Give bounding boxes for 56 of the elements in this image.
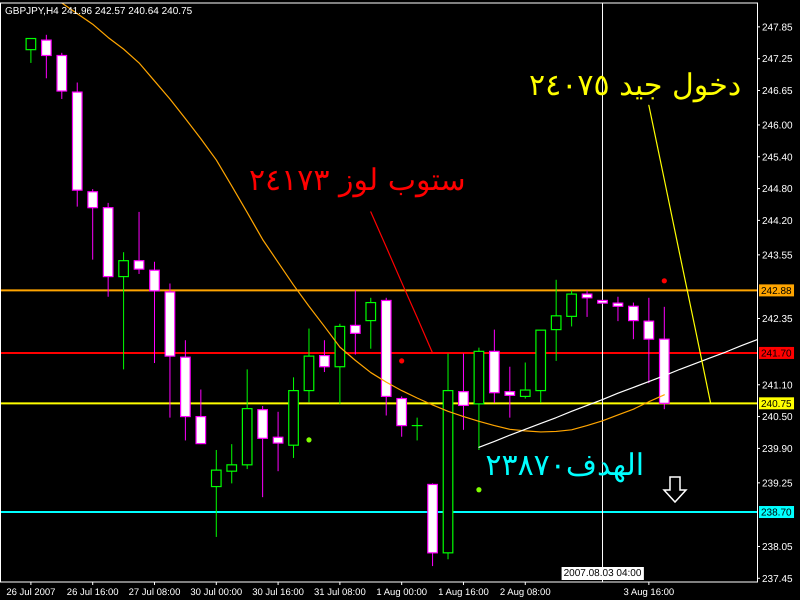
y-tick-label: 242.35 bbox=[762, 314, 794, 325]
candlestick bbox=[226, 444, 238, 484]
candlestick bbox=[612, 296, 624, 322]
candlestick bbox=[87, 188, 98, 260]
candlestick bbox=[40, 34, 52, 79]
y-tick-label: 247.85 bbox=[762, 22, 794, 34]
x-tick-label: 30 Jul 00:00 bbox=[190, 587, 242, 598]
x-tick-label: 26 Jul 16:00 bbox=[66, 587, 119, 598]
annotation: ستوب لوز ٢٤١٧٣ bbox=[248, 163, 466, 198]
point bbox=[306, 437, 312, 442]
x-tick-label: 3 Aug 16:00 bbox=[624, 587, 674, 598]
y-tick-label: 241.10 bbox=[762, 380, 794, 392]
y-tick-label: 244.20 bbox=[762, 216, 794, 227]
candlestick bbox=[550, 279, 562, 362]
point bbox=[662, 278, 667, 284]
y-tick-label: 243.55 bbox=[762, 250, 794, 262]
candlestick bbox=[319, 340, 330, 373]
x-tick-label: 27 Jul 08:00 bbox=[128, 587, 180, 598]
candlestick bbox=[210, 449, 222, 538]
ref-line-label: 241.70 bbox=[761, 348, 792, 360]
y-tick-label: 239.25 bbox=[762, 478, 794, 490]
candlestick bbox=[26, 38, 36, 64]
y-tick-label: 237.45 bbox=[762, 574, 794, 585]
candlestick bbox=[628, 302, 639, 340]
y-tick-label: 239.90 bbox=[762, 444, 794, 455]
y-tick-label: 240.50 bbox=[762, 412, 794, 424]
y-tick-label: 238.05 bbox=[762, 542, 794, 553]
x-tick-label: 1 Aug 16:00 bbox=[438, 587, 489, 598]
candlestick bbox=[412, 417, 423, 441]
y-tick-label: 244.80 bbox=[762, 184, 794, 196]
candlestick bbox=[350, 290, 361, 356]
x-tick-label: 31 Jul 08:00 bbox=[314, 587, 366, 598]
candlestick bbox=[149, 261, 160, 364]
candlestick bbox=[458, 352, 469, 430]
candlestick bbox=[118, 252, 129, 370]
candlestick bbox=[582, 290, 592, 318]
candlestick bbox=[272, 411, 284, 472]
ref-line-label: 238.70 bbox=[761, 508, 792, 519]
y-tick-label: 246.65 bbox=[762, 86, 794, 97]
point bbox=[476, 487, 482, 492]
candlestick bbox=[520, 362, 531, 400]
candlestick bbox=[365, 297, 376, 350]
x-tick-label: 2007.08.03 04:00 bbox=[564, 568, 642, 579]
y-tick-label: 245.40 bbox=[762, 152, 794, 164]
x-tick-label: 30 Jul 16:00 bbox=[252, 587, 304, 598]
y-tick-label: 246.00 bbox=[762, 120, 794, 132]
ref-line-label: 240.75 bbox=[761, 398, 792, 410]
candlestick bbox=[504, 366, 516, 418]
point bbox=[399, 358, 404, 364]
x-tick-label: 26 Jul 2007 bbox=[6, 587, 56, 598]
x-tick-label: 1 Aug 00:00 bbox=[376, 587, 428, 598]
candlestick bbox=[566, 290, 577, 327]
ref-line-label: 242.88 bbox=[761, 286, 792, 297]
y-tick-label: 247.25 bbox=[762, 54, 794, 66]
candlestick bbox=[134, 211, 144, 274]
x-tick-label: 2 Aug 08:00 bbox=[500, 587, 551, 598]
